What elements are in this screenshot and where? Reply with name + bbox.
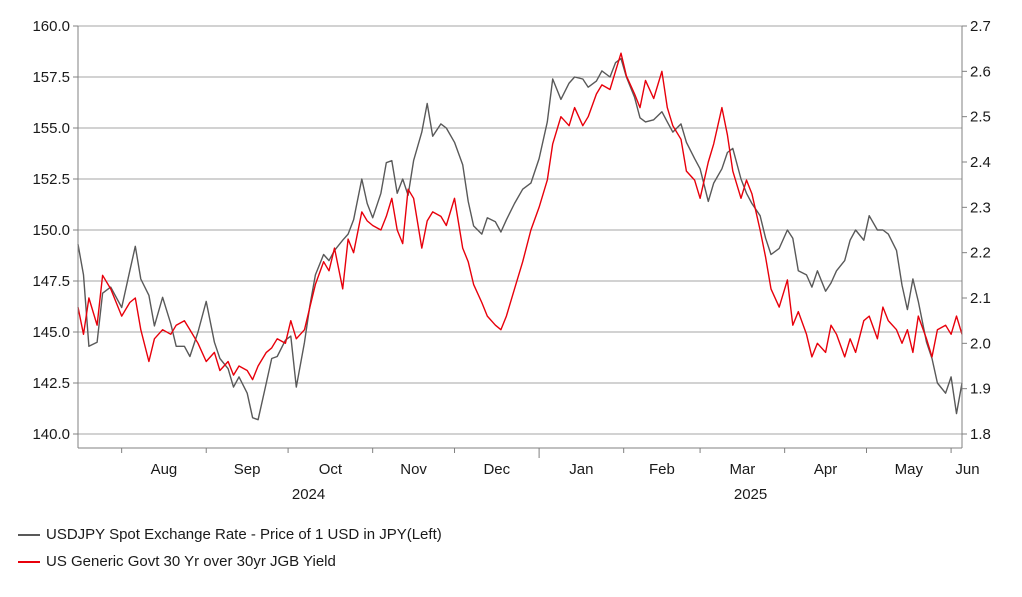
x-axis-tick-labels: Aug Sep Oct Nov Dec Jan Feb Mar Apr May Jun 2024 202… (151, 461, 980, 503)
chart-axes (73, 25, 967, 458)
x-tick-label-year: 2024 (292, 486, 325, 503)
right-tick-label: 2.4 (970, 154, 991, 171)
right-tick-label: 2.5 (970, 109, 991, 126)
x-tick-label-month: Apr (814, 461, 837, 478)
legend-label-usdjpy: USDJPY Spot Exchange Rate - Price of 1 U… (46, 526, 442, 543)
right-axis-tick-labels: 1.8 1.9 2.0 2.1 2.2 2.3 2.4 2.5 2.6 2.7 (970, 18, 991, 443)
right-tick-label: 2.0 (970, 335, 991, 352)
x-tick-label-month: Jun (955, 461, 979, 478)
x-tick-label-month: Feb (649, 461, 675, 478)
usdjpy-series-line (77, 57, 963, 421)
legend-label-yield-spread: US Generic Govt 30 Yr over 30yr JGB Yiel… (46, 553, 336, 570)
left-tick-label: 155.0 (32, 120, 70, 137)
x-tick-label-month: Dec (483, 461, 510, 478)
left-tick-label: 142.5 (32, 375, 70, 392)
x-tick-label-month: Jan (569, 461, 593, 478)
left-tick-label: 140.0 (32, 426, 70, 443)
right-tick-label: 1.9 (970, 381, 991, 398)
left-tick-label: 145.0 (32, 324, 70, 341)
left-tick-label: 150.0 (32, 222, 70, 239)
yield-spread-series-line (77, 52, 963, 381)
left-tick-label: 147.5 (32, 273, 70, 290)
right-tick-label: 2.3 (970, 199, 991, 216)
x-tick-label-month: Sep (234, 461, 261, 478)
series-lines (77, 52, 963, 421)
right-tick-label: 2.6 (970, 63, 991, 80)
left-tick-label: 152.5 (32, 171, 70, 188)
left-tick-label: 157.5 (32, 69, 70, 86)
x-tick-label-month: Aug (151, 461, 178, 478)
x-tick-label-month: Nov (400, 461, 427, 478)
legend-swatch-usdjpy (18, 533, 40, 536)
legend-item-yield-spread: US Generic Govt 30 Yr over 30yr JGB Yiel… (18, 553, 336, 570)
right-tick-label: 2.2 (970, 245, 991, 262)
x-tick-label-month: Oct (319, 461, 343, 478)
horizontal-gridlines (78, 25, 962, 435)
right-tick-label: 1.8 (970, 426, 991, 443)
x-tick-label-year: 2025 (734, 486, 767, 503)
left-tick-label: 160.0 (32, 18, 70, 35)
left-axis-tick-labels: 140.0 142.5 145.0 147.5 150.0 152.5 155.0 157.5… (32, 18, 70, 443)
x-tick-label-month: May (895, 461, 924, 478)
x-tick-label-month: Mar (729, 461, 755, 478)
right-tick-label: 2.7 (970, 18, 991, 35)
right-tick-label: 2.1 (970, 290, 991, 307)
legend-swatch-yield-spread (18, 560, 40, 563)
legend-item-usdjpy: USDJPY Spot Exchange Rate - Price of 1 U… (18, 526, 442, 543)
